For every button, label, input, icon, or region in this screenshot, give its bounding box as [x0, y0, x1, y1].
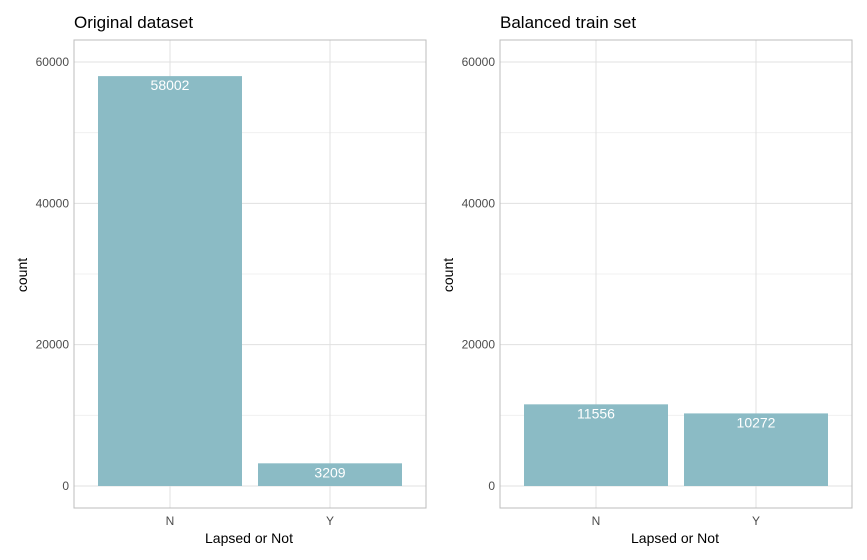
tick-labels: 0 20000 40000 60000 N Y [462, 55, 760, 528]
bar-N [524, 404, 668, 486]
panel-original-dataset: Original dataset 0 20000 40000 60000 N Y 5800… [14, 13, 427, 546]
y-axis-title: count [14, 258, 30, 292]
y-axis-title: count [440, 258, 456, 292]
y-tick-label: 20000 [462, 338, 496, 352]
bar-Y [684, 413, 828, 486]
x-tick-label: N [166, 514, 175, 528]
x-axis-title: Lapsed or Not [631, 530, 719, 546]
y-tick-label: 0 [488, 479, 495, 493]
data-labels: 58002 3209 [151, 77, 346, 480]
bar-Y [258, 463, 402, 486]
x-tick-label: Y [326, 514, 334, 528]
data-label: 10272 [737, 414, 776, 430]
panel-balanced-train-set: Balanced train set 0 20000 40000 60000 N Y 11… [440, 13, 853, 546]
chart-title: Balanced train set [500, 13, 636, 32]
tick-labels: 0 20000 40000 60000 N Y [36, 55, 334, 528]
x-axis-title: Lapsed or Not [205, 530, 293, 546]
data-label: 3209 [314, 464, 345, 480]
y-tick-label: 40000 [462, 196, 496, 210]
panel-border [73, 39, 427, 509]
y-tick-label: 60000 [36, 55, 70, 69]
bar-N [98, 76, 242, 486]
y-tick-label: 60000 [462, 55, 496, 69]
data-label: 58002 [151, 77, 190, 93]
data-labels: 11556 10272 [577, 405, 776, 430]
chart-title: Original dataset [74, 13, 193, 32]
bars [524, 404, 828, 486]
x-tick-label: Y [752, 514, 760, 528]
bars [98, 76, 402, 486]
panel-border [499, 39, 853, 509]
y-tick-label: 0 [62, 479, 69, 493]
data-label: 11556 [577, 405, 615, 421]
y-tick-label: 40000 [36, 196, 70, 210]
x-tick-label: N [592, 514, 601, 528]
y-tick-label: 20000 [36, 338, 70, 352]
